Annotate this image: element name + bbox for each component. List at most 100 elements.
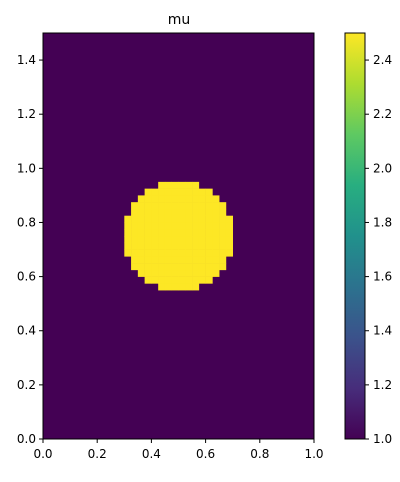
heatmap-cell [178,229,186,237]
heatmap-cell [144,249,152,257]
heatmap-cell [178,202,186,210]
heatmap-cell [158,236,166,244]
heatmap-cell [192,215,200,223]
heatmap-cell [219,229,227,237]
colorbar-tick-label: 1.2 [373,378,392,392]
heatmap-cell [205,188,213,196]
heatmap-cell [198,249,206,257]
heatmap-cell [164,269,173,277]
heatmap-cell [205,242,213,250]
heatmap-cell [178,215,186,223]
heatmap-cell [212,242,220,250]
heatmap-cell [137,215,145,223]
heatmap-cell [144,202,152,210]
heatmap-cell [205,249,213,257]
y-tick-label: 0.6 [17,270,36,284]
heatmap-cell [219,242,227,250]
heatmap-cell [164,229,173,237]
heatmap-cell [151,202,159,210]
heatmap-cell [185,283,193,291]
heatmap-cell [225,236,233,244]
heatmap-cell [131,249,139,257]
heatmap-cell [158,283,166,291]
heatmap-cell [171,269,179,277]
heatmap-cell [144,276,152,284]
plot-frame [42,32,315,440]
y-tick-label: 0.0 [17,432,36,446]
heatmap-cell [158,263,166,271]
heatmap-cell [198,222,206,230]
heatmap-cell [131,215,139,223]
heatmap-cell [131,208,139,216]
heatmap-cell [192,256,200,264]
heatmap-cell [158,256,166,264]
heatmap-cell [137,222,145,230]
heatmap-cell [151,236,159,244]
heatmap-cell [219,256,227,264]
colorbar-tick-label: 2.4 [373,53,392,67]
heatmap-cell [164,181,173,189]
heatmap-cell [219,202,227,210]
heatmap-cell [158,229,166,237]
heatmap-cell [198,242,206,250]
y-tick-label: 1.4 [17,53,36,67]
heatmap-cell [164,276,173,284]
heatmap-cell [171,283,179,291]
heatmap-cell [131,242,139,250]
heatmap-cell [219,208,227,216]
heatmap-cell [205,215,213,223]
heatmap-cell [158,269,166,277]
heatmap-cell [205,229,213,237]
heatmap-cell [144,263,152,271]
heatmap-cell [131,222,139,230]
heatmap-cell [225,215,233,223]
heatmap-cell [144,256,152,264]
heatmap-cell [212,222,220,230]
heatmap-cell [198,256,206,264]
heatmap-cell [137,242,145,250]
heatmap-cell [164,236,173,244]
heatmap-cell [151,208,159,216]
heatmap-cell [192,236,200,244]
colorbar-tick-label: 2.0 [373,161,392,175]
colorbar [344,32,366,440]
heatmap-cell [185,242,193,250]
heatmap-cell [151,215,159,223]
heatmap-cell [192,222,200,230]
heatmap-cell [131,256,139,264]
heatmap-cell [219,215,227,223]
heatmap-cell [131,229,139,237]
heatmap-cell [164,256,173,264]
heatmap-cell [171,195,179,203]
heatmap-cell [205,269,213,277]
heatmap-cell [137,195,145,203]
heatmap-cell [158,276,166,284]
heatmap-cell [192,195,200,203]
heatmap-cell [164,222,173,230]
heatmap-cell [178,222,186,230]
heatmap-cell [192,269,200,277]
heatmap-cell [144,236,152,244]
heatmap-cell [131,202,139,210]
heatmap-cell [178,195,186,203]
heatmap-cell [151,249,159,257]
heatmap-cell [212,215,220,223]
heatmap-cell [212,236,220,244]
heatmap-cell [124,229,132,237]
heatmap-cell [212,202,220,210]
heatmap-cell [178,283,186,291]
heatmap-cell [178,208,186,216]
heatmap-cell [205,202,213,210]
heatmap-cell [158,242,166,250]
heatmap-cell [144,195,152,203]
heatmap-cell [205,222,213,230]
heatmap-cell [151,195,159,203]
heatmap-cell [225,222,233,230]
heatmap-cell [171,215,179,223]
heatmap-cell [164,263,173,271]
heatmap-cell [198,202,206,210]
heatmap-cell [192,242,200,250]
heatmap-cell [185,276,193,284]
heatmap-cell [158,249,166,257]
